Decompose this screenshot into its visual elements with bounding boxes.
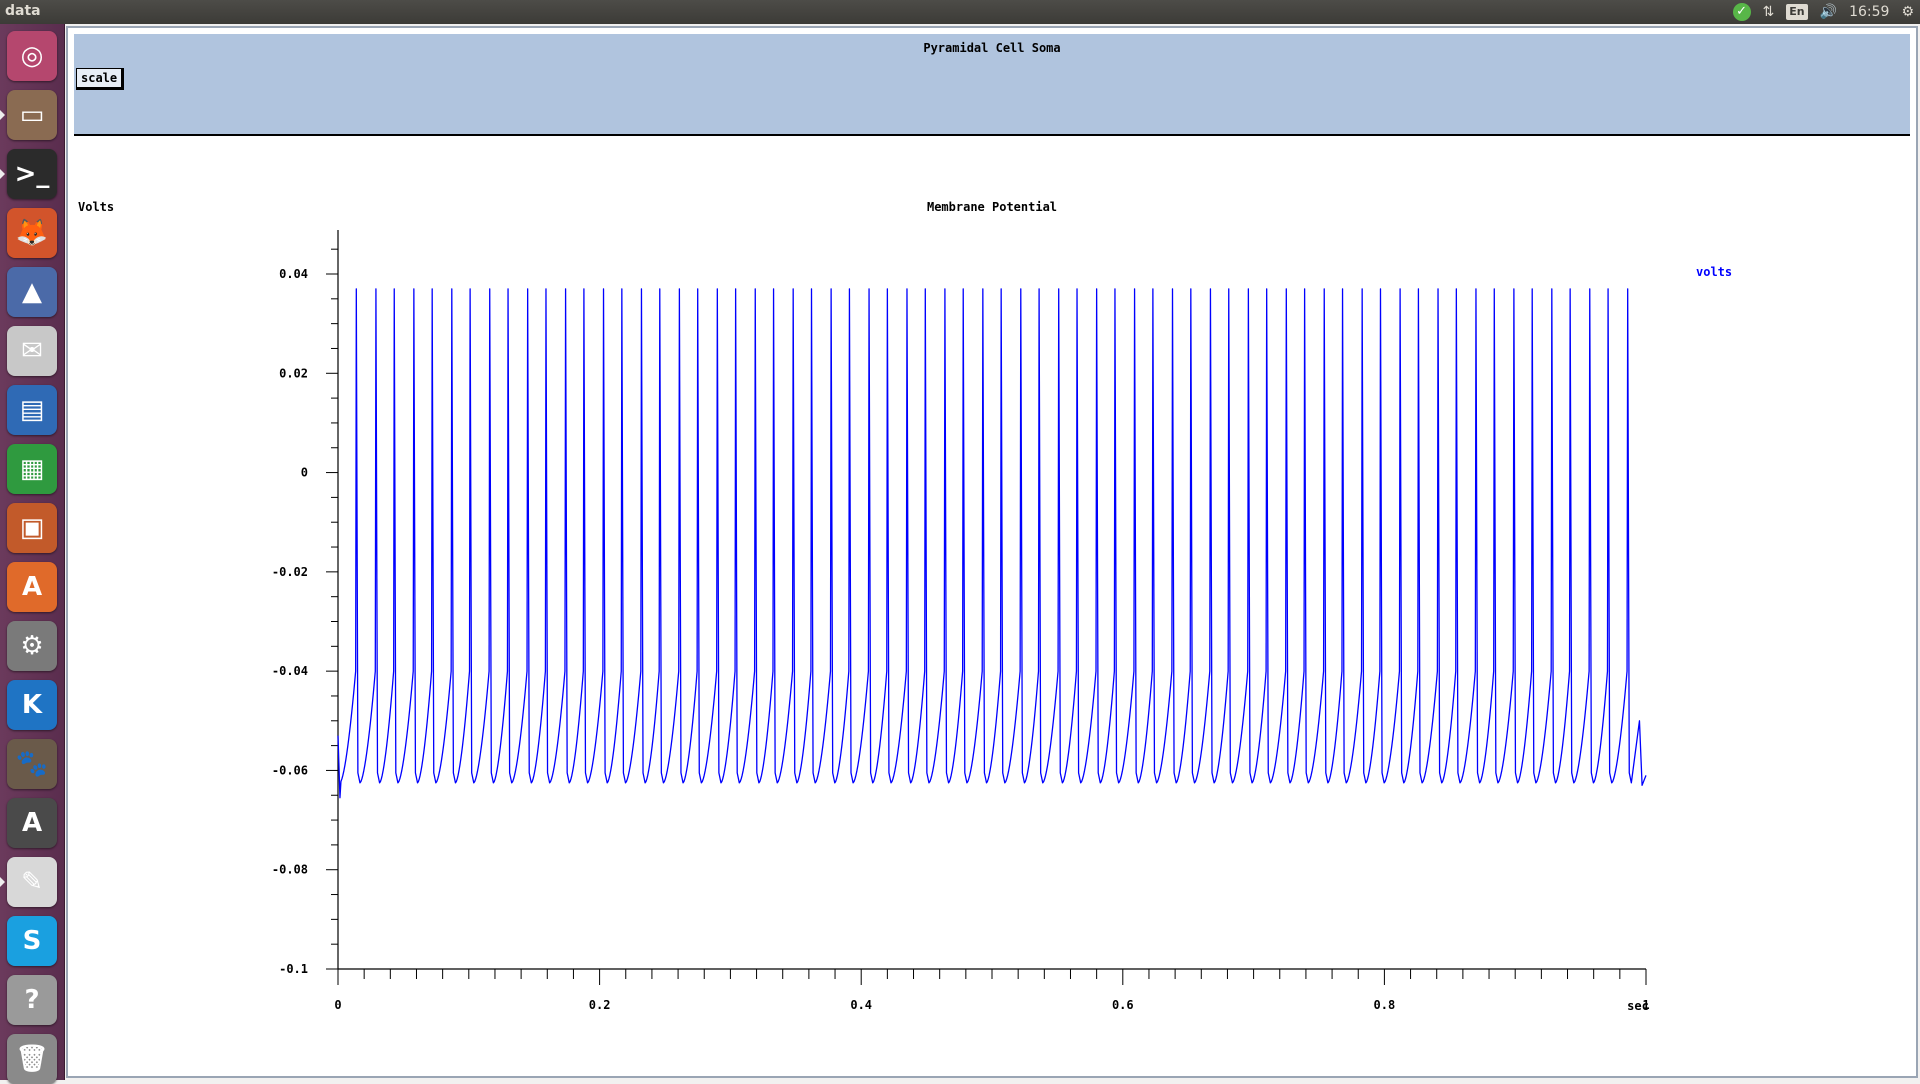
system-tray: ✓ ⇅ En 🔊 16:59 ⚙ (1732, 0, 1914, 24)
software-updater-icon[interactable]: A (7, 798, 57, 848)
x-tick-label: 0.8 (1374, 998, 1396, 1012)
system-settings-icon[interactable]: ⚙ (7, 621, 57, 671)
y-tick-label: 0.02 (279, 366, 308, 380)
scale-button[interactable]: scale (76, 68, 125, 90)
y-axis-label: Volts (78, 200, 114, 214)
mail-icon[interactable]: ✉ (7, 326, 57, 376)
network-icon[interactable]: ⇅ (1762, 4, 1775, 20)
writer-icon[interactable]: ▤ (7, 385, 57, 435)
series-volts-line (337, 288, 1647, 799)
volume-icon[interactable]: 🔊 (1819, 4, 1838, 20)
software-center-icon[interactable]: A (7, 562, 57, 612)
membrane-potential-plot: 0.04 0.02 0 -0.02 -0.04 -0.06 -0.08 -0.1 0 0.2 0.4… (78, 200, 1732, 1013)
legend-entry-volts: volts (1696, 265, 1732, 279)
x-tick-label: 0.4 (850, 998, 872, 1012)
y-tick-label: -0.02 (272, 565, 308, 579)
keyboard-language-indicator[interactable]: En (1786, 4, 1808, 20)
trash-icon[interactable]: 🗑 (7, 1034, 57, 1084)
matlab-icon[interactable]: ▲ (7, 267, 57, 317)
impress-icon[interactable]: ▣ (7, 503, 57, 553)
x-tick-label: 0.6 (1112, 998, 1134, 1012)
session-gear-icon[interactable]: ⚙ (1901, 4, 1914, 20)
skype-icon[interactable]: S (7, 916, 57, 966)
running-indicator (0, 110, 5, 120)
gimp-icon[interactable]: 🐾 (7, 739, 57, 789)
y-tick-label: -0.04 (272, 664, 308, 678)
top-panel: data ✓ ⇅ En 🔊 16:59 ⚙ (0, 0, 1920, 24)
firefox-icon[interactable]: 🦊 (7, 208, 57, 258)
y-tick-label: -0.06 (272, 763, 308, 777)
x-tick-label: 1 (1642, 998, 1649, 1012)
y-tick-label: 0.04 (279, 267, 308, 281)
y-tick-label: 0 (301, 466, 308, 480)
help-icon[interactable]: ? (7, 975, 57, 1025)
launcher: ◎ ▭ >_ 🦊 ▲ ✉ ▤ ▦ ▣ A ⚙ K 🐾 A ✎ S? 🗑 (0, 24, 65, 1084)
app-title: Pyramidal Cell Soma (923, 41, 1061, 55)
calc-icon[interactable]: ▦ (7, 444, 57, 494)
update-ok-icon[interactable]: ✓ (1732, 3, 1751, 21)
app-header: Pyramidal Cell Soma scale (74, 34, 1910, 136)
files-icon[interactable]: ▭ (7, 90, 57, 140)
x-tick-label: 0 (334, 998, 341, 1012)
kile-icon[interactable]: K (7, 680, 57, 730)
app-window: Pyramidal Cell Soma scale 0.04 0.02 0 -0.02… (66, 26, 1918, 1078)
y-tick-label: -0.1 (279, 962, 308, 976)
x-axis-unit-label: sec (1627, 999, 1649, 1013)
plot-title: Membrane Potential (927, 200, 1057, 214)
running-indicator (0, 169, 5, 179)
window-title: data (5, 3, 41, 19)
clock[interactable]: 16:59 (1849, 4, 1890, 20)
running-indicator (0, 877, 5, 887)
x-tick-label: 0.2 (589, 998, 611, 1012)
text-editor-icon[interactable]: ✎ (7, 857, 57, 907)
y-tick-label: -0.08 (272, 863, 308, 877)
dash-home-icon[interactable]: ◎ (7, 31, 57, 81)
terminal-icon[interactable]: >_ (7, 149, 57, 199)
